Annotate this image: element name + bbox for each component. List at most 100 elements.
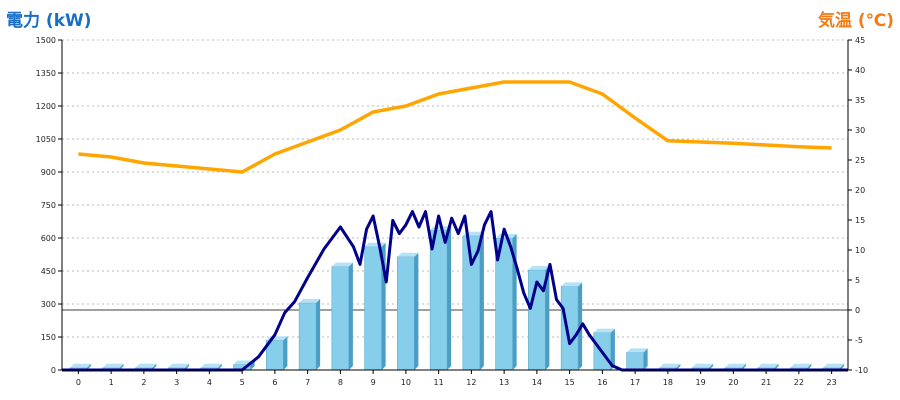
- power-bars: [69, 226, 845, 371]
- x-tick-label: 9: [371, 378, 376, 387]
- left-axis-title: 電力 (kW): [6, 11, 92, 31]
- bar-side: [447, 226, 452, 370]
- bar-side: [610, 328, 615, 370]
- axes: [58, 39, 852, 374]
- bar-side: [414, 252, 419, 370]
- x-tick-label: 16: [597, 378, 607, 387]
- bar-side: [283, 336, 288, 370]
- x-tick-label: 12: [466, 378, 476, 387]
- left-tick-label: 1050: [36, 135, 56, 144]
- bar-side: [840, 363, 845, 370]
- bar-side: [250, 360, 255, 370]
- x-tick-label: 22: [794, 378, 804, 387]
- x-tick-label: 5: [240, 378, 245, 387]
- bar-side: [774, 363, 779, 370]
- bar-side: [86, 363, 91, 370]
- bar-top: [626, 348, 648, 353]
- bar-top: [168, 363, 190, 368]
- bar: [397, 252, 419, 371]
- x-tick-label: 23: [827, 378, 837, 387]
- bar-side: [217, 363, 222, 370]
- right-tick-label: -10: [855, 366, 868, 375]
- right-tick-label: 0: [855, 306, 860, 315]
- right-tick-labels: -10 -5 0 5 10 15 20 25 30 35 40 45: [855, 36, 868, 375]
- bar-side: [348, 262, 353, 370]
- right-axis-title: 気温 (℃): [817, 11, 894, 31]
- right-tick-label: 5: [855, 276, 860, 285]
- bar: [462, 231, 484, 371]
- left-tick-label: 600: [41, 234, 56, 243]
- x-tick-label: 15: [565, 378, 575, 387]
- bar-side: [185, 363, 190, 370]
- data-lines: [62, 80, 848, 372]
- bar-top: [299, 298, 321, 303]
- left-tick-label: 450: [41, 267, 56, 276]
- bar: [429, 226, 452, 371]
- x-tick-labels: 0 1 2 3 4 5 6 7 8 9 10 11 12 13 14 15 16 17 18 19 20 21 22 23: [76, 378, 837, 387]
- left-tick-label: 750: [41, 201, 56, 210]
- bar-top: [561, 282, 583, 287]
- left-tick-label: 1200: [36, 102, 56, 111]
- bar-front: [560, 286, 579, 371]
- bar-top: [331, 262, 353, 267]
- x-tick-label: 3: [174, 378, 179, 387]
- bar-side: [152, 363, 157, 370]
- left-tick-label: 150: [41, 333, 56, 342]
- grid-lines: [62, 39, 848, 338]
- bar-top: [102, 363, 124, 368]
- x-tick-label: 0: [76, 378, 81, 387]
- x-tick-label: 21: [761, 378, 771, 387]
- bar-top: [528, 265, 550, 270]
- bar-side: [316, 298, 321, 370]
- bar-top: [135, 363, 157, 368]
- bar-top: [69, 363, 91, 368]
- bar: [560, 282, 583, 371]
- bar-side: [807, 363, 812, 370]
- bar-top: [593, 328, 615, 333]
- bar-side: [676, 363, 681, 370]
- bar-front: [626, 352, 644, 371]
- x-tick-label: 2: [141, 378, 146, 387]
- right-tick-label: 20: [855, 186, 865, 195]
- right-tick-label: 10: [855, 246, 865, 255]
- bar-side: [119, 363, 124, 370]
- left-tick-label: 0: [51, 366, 56, 375]
- bar: [495, 234, 517, 371]
- power-line: [62, 210, 848, 372]
- x-tick-label: 18: [663, 378, 673, 387]
- x-tick-label: 17: [630, 378, 640, 387]
- right-tick-label: 15: [855, 216, 865, 225]
- bar-top: [757, 363, 779, 368]
- x-tick-label: 20: [728, 378, 738, 387]
- bar-top: [397, 252, 419, 257]
- bar-side: [709, 363, 714, 370]
- bar-front: [364, 246, 382, 371]
- right-tick-label: 30: [855, 126, 865, 135]
- x-tick-label: 1: [109, 378, 114, 387]
- right-tick-label: 45: [855, 36, 865, 45]
- bar-front: [331, 266, 350, 371]
- bar: [266, 336, 288, 371]
- x-tick-label: 10: [401, 378, 411, 387]
- left-tick-labels: 0 150 300 450 600 750 900 1050 1200 1350 1500: [36, 36, 56, 375]
- bar-front: [397, 256, 415, 371]
- bar-side: [545, 265, 550, 370]
- x-tick-label: 8: [338, 378, 343, 387]
- x-tick-label: 11: [434, 378, 444, 387]
- temperature-line: [78, 80, 832, 174]
- x-tick-label: 19: [696, 378, 706, 387]
- left-tick-label: 900: [41, 168, 56, 177]
- bar-front: [429, 230, 448, 371]
- bar-top: [659, 363, 681, 368]
- bar-side: [643, 348, 648, 370]
- bar-top: [200, 363, 222, 368]
- right-tick-label: 25: [855, 156, 865, 165]
- bar: [298, 298, 321, 371]
- left-tick-label: 1500: [36, 36, 56, 45]
- x-tick-label: 4: [207, 378, 212, 387]
- bar-top: [692, 363, 714, 368]
- bar: [331, 262, 353, 371]
- x-tick-label: 7: [305, 378, 310, 387]
- left-tick-label: 1350: [36, 69, 56, 78]
